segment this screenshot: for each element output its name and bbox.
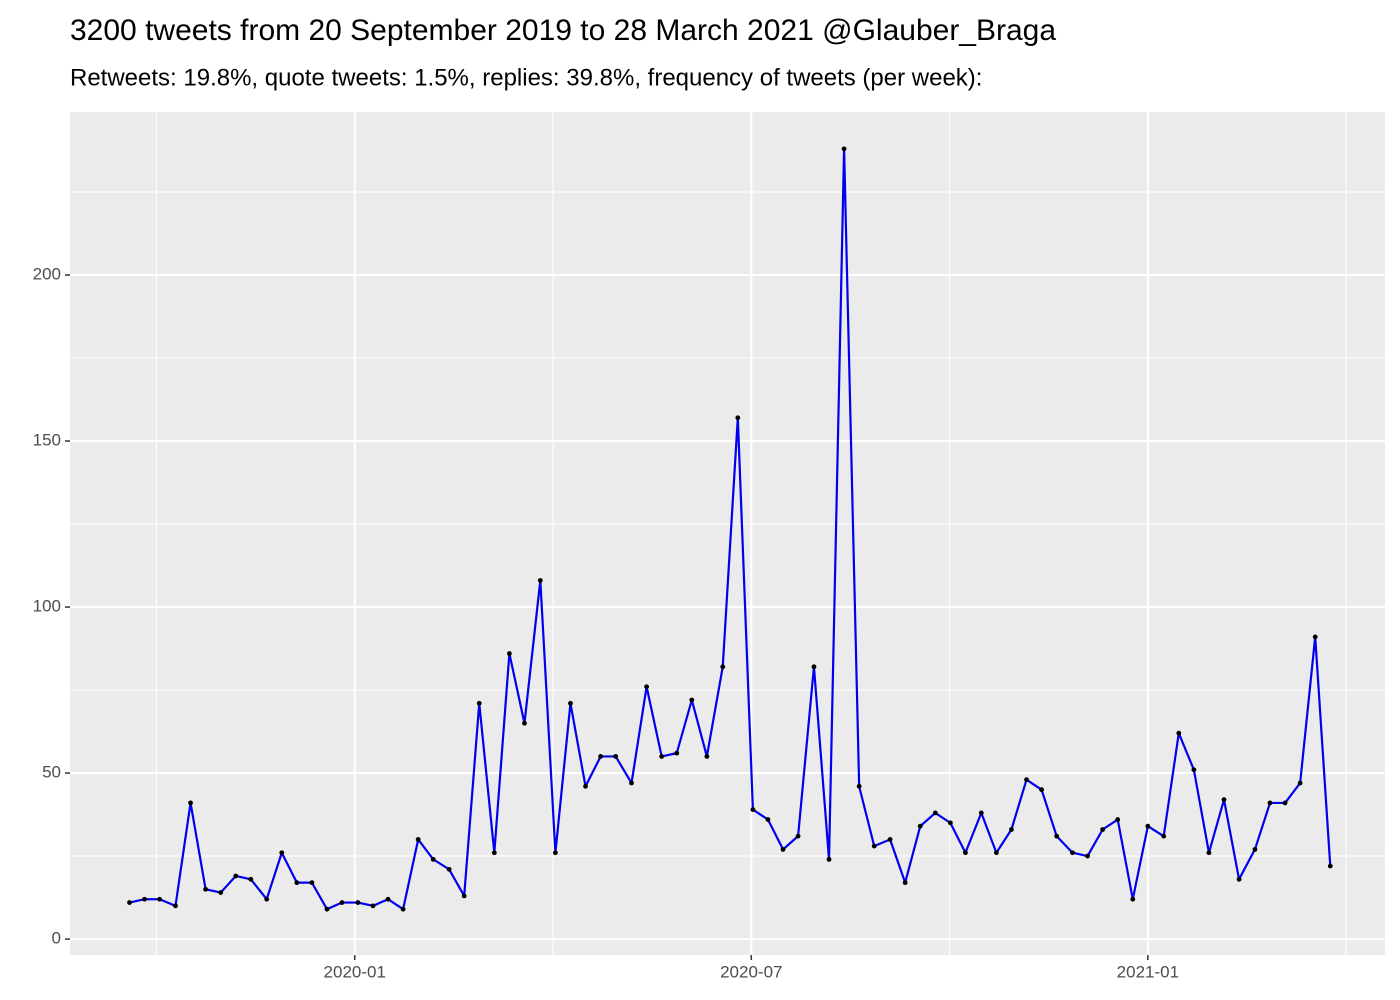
data-point <box>264 896 270 902</box>
data-point <box>324 906 330 912</box>
data-point <box>1191 767 1197 773</box>
data-point <box>1085 853 1090 859</box>
x-tick-label: 2020-01 <box>324 962 386 981</box>
data-point <box>902 880 908 886</box>
y-tick-label: 200 <box>33 265 61 284</box>
data-point <box>248 876 254 882</box>
data-point <box>1009 827 1014 832</box>
data-point <box>1145 823 1151 829</box>
data-point <box>811 664 817 670</box>
chart-subtitle: Retweets: 19.8%, quote tweets: 1.5%, rep… <box>70 64 982 91</box>
data-point <box>644 684 650 690</box>
data-point <box>370 903 376 909</box>
data-point <box>552 850 558 856</box>
data-point <box>1327 863 1333 869</box>
data-point <box>735 415 741 421</box>
data-point <box>339 900 345 905</box>
data-point <box>1161 833 1167 839</box>
data-point <box>613 754 619 759</box>
data-point <box>598 754 604 759</box>
data-point <box>1130 896 1136 902</box>
data-point <box>173 903 178 909</box>
data-point <box>704 754 710 759</box>
data-point <box>446 866 452 872</box>
data-point <box>963 850 968 856</box>
data-point <box>1039 787 1044 793</box>
data-point <box>1115 817 1121 822</box>
data-point <box>1206 850 1212 856</box>
data-point <box>947 820 953 826</box>
data-point <box>309 880 315 886</box>
y-tick-label: 100 <box>33 597 61 616</box>
data-point <box>461 893 467 899</box>
data-point <box>1236 876 1242 882</box>
data-point <box>659 754 665 759</box>
data-point <box>841 146 847 152</box>
data-point <box>218 890 224 895</box>
data-point <box>188 800 193 806</box>
data-point <box>279 850 285 856</box>
y-tick-label: 150 <box>33 431 61 450</box>
data-point <box>476 700 482 706</box>
data-point <box>795 833 801 839</box>
data-point <box>142 896 147 902</box>
data-point <box>415 837 421 842</box>
x-tick-label: 2020-07 <box>720 962 782 981</box>
data-point <box>583 783 588 789</box>
data-point <box>674 750 680 756</box>
data-point <box>629 780 634 786</box>
data-point <box>1252 847 1258 852</box>
data-point <box>568 700 573 706</box>
plot-panel <box>70 112 1385 955</box>
series-line <box>129 147 1332 911</box>
data-point <box>430 856 436 862</box>
data-point <box>887 837 893 842</box>
data-point <box>1267 800 1273 806</box>
data-point <box>385 896 391 902</box>
data-point <box>826 856 832 862</box>
y-tick-label: 50 <box>42 763 61 782</box>
chart-title: 3200 tweets from 20 September 2019 to 28… <box>70 14 1056 47</box>
data-point <box>1312 634 1318 640</box>
data-point <box>491 850 497 856</box>
data-point <box>1221 797 1227 803</box>
data-point <box>993 850 999 856</box>
data-point <box>157 896 163 902</box>
x-tick-label: 2021-01 <box>1117 962 1179 981</box>
data-point <box>856 783 862 789</box>
data-point <box>750 807 756 812</box>
data-point <box>506 651 512 656</box>
data-point <box>127 900 132 905</box>
data-point <box>400 906 406 912</box>
data-point <box>780 847 786 852</box>
data-point <box>917 823 923 829</box>
y-tick-label: 0 <box>52 929 61 948</box>
data-point <box>1024 777 1029 783</box>
data-point <box>355 900 361 905</box>
data-point <box>1070 850 1075 856</box>
data-point <box>720 664 726 670</box>
data-point <box>1297 780 1303 786</box>
data-point <box>233 873 239 879</box>
data-point <box>1100 827 1106 832</box>
data-point <box>203 886 209 892</box>
data-point <box>871 843 877 849</box>
data-point <box>1176 730 1182 736</box>
data-point <box>978 810 984 816</box>
data-point <box>932 810 938 816</box>
data-point <box>1054 833 1060 839</box>
data-point <box>294 880 300 886</box>
data-point <box>689 697 695 703</box>
data-point <box>765 817 771 822</box>
data-point <box>537 578 543 583</box>
data-point <box>522 720 527 726</box>
data-point <box>1282 800 1288 806</box>
